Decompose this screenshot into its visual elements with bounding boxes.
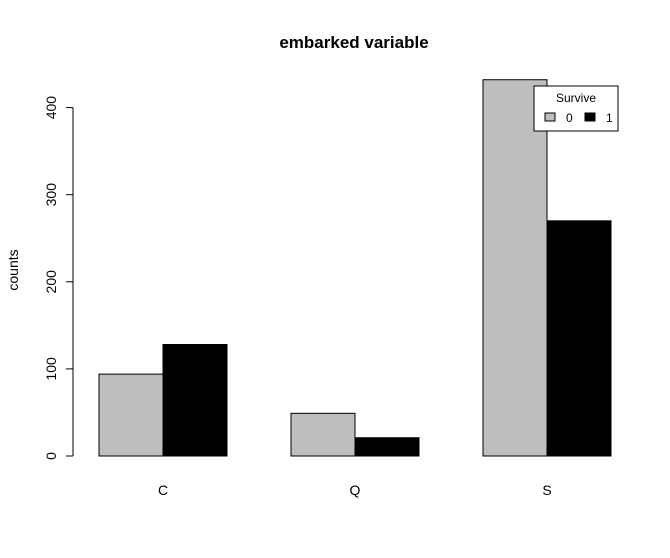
y-tick-label: 0 <box>43 452 59 460</box>
legend-title: Survive <box>556 91 596 105</box>
x-tick-label: S <box>542 482 551 498</box>
legend-swatch-0 <box>544 112 556 122</box>
y-axis-label: counts <box>5 249 21 290</box>
y-tick-label: 300 <box>43 183 59 207</box>
y-axis: 0 100 200 300 400 <box>43 96 74 460</box>
chart-title: embarked variable <box>279 33 428 52</box>
y-tick-label: 100 <box>43 357 59 381</box>
bar-C-1 <box>162 344 228 457</box>
y-tick-label: 400 <box>43 96 59 120</box>
y-tick-label: 200 <box>43 270 59 294</box>
legend-label-1: 1 <box>606 111 613 125</box>
bar-Q-0 <box>290 412 356 457</box>
x-tick-label: C <box>158 482 168 498</box>
legend-label-0: 0 <box>566 111 573 125</box>
bars <box>98 79 612 457</box>
legend-swatch-1 <box>584 112 596 122</box>
bar-Q-1 <box>354 437 420 457</box>
legend: Survive 0 1 <box>533 85 619 132</box>
legend-box <box>533 85 619 132</box>
x-tick-label: Q <box>350 482 361 498</box>
bar-C-0 <box>98 373 164 457</box>
bar-S-1 <box>546 220 612 457</box>
bar-S-0 <box>482 79 548 457</box>
